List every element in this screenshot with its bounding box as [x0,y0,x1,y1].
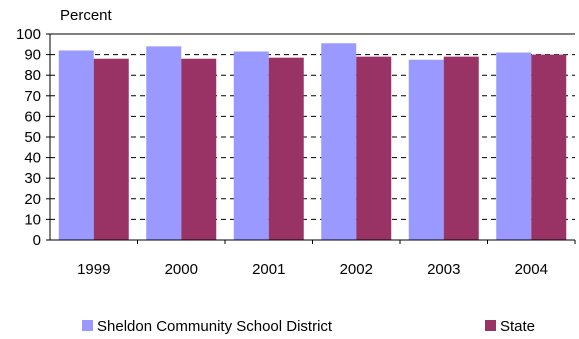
y-tick-label: 0 [33,232,41,249]
legend-label-state: State [500,318,535,335]
bar-district-2000 [146,46,182,240]
y-tick-label: 10 [24,211,41,228]
x-tick-label: 2002 [340,261,373,278]
bar-state-2002 [356,56,392,240]
y-tick-label: 80 [24,67,41,84]
bar-district-2002 [321,43,357,240]
y-tick-label: 90 [24,47,41,64]
x-tick-label: 2000 [165,261,198,278]
y-tick-labels: 0 10 20 30 40 50 60 70 80 90 100 [16,26,41,249]
y-tick-label: 50 [24,129,41,146]
y-tick-label: 100 [16,26,41,43]
bar-district-2001 [233,51,269,241]
x-tick-label: 1999 [77,261,110,278]
bar-state-2003 [443,56,479,240]
bar-state-2000 [181,58,217,240]
x-tick-label: 2003 [427,261,460,278]
legend-swatch-district [82,320,93,331]
x-tick-label: 2004 [515,261,548,278]
bar-state-2004 [531,54,567,240]
x-tick-label: 2001 [252,261,285,278]
x-tick-labels: 1999 2000 2001 2002 2003 2004 [77,261,548,278]
bar-district-2003 [408,59,444,240]
gridlines [50,33,575,220]
bar-district-2004 [496,52,532,240]
bar-state-1999 [93,58,129,240]
y-tick-label: 60 [24,108,41,125]
bar-district-1999 [58,50,94,241]
y-axis-label: Percent [60,7,113,24]
legend: Sheldon Community School District State [82,318,535,335]
y-tick-label: 70 [24,88,41,105]
axes [46,33,576,244]
legend-swatch-state [485,320,496,331]
y-tick-label: 40 [24,150,41,167]
legend-label-district: Sheldon Community School District [97,318,333,335]
y-tick-label: 30 [24,170,41,187]
y-tick-label: 20 [24,191,41,208]
bars [58,43,567,241]
bar-state-2001 [268,57,304,240]
